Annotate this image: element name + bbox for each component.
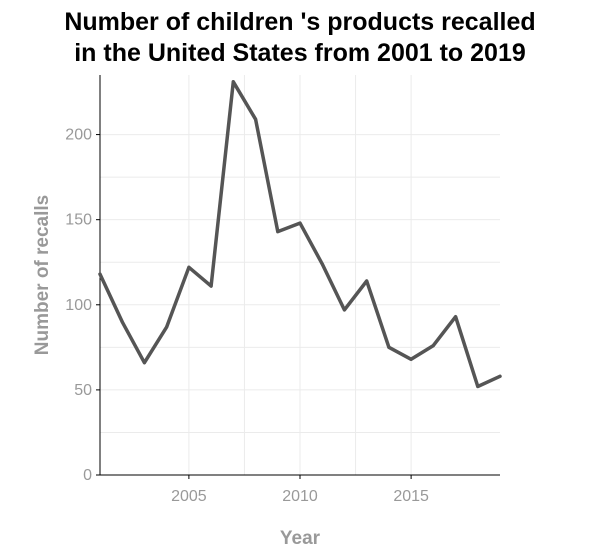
x-tick-label: 2010 xyxy=(282,488,318,505)
data-point xyxy=(431,344,435,348)
data-point xyxy=(165,325,169,329)
axes xyxy=(96,75,500,479)
y-tick-label: 100 xyxy=(65,297,92,314)
data-point xyxy=(98,272,102,276)
x-axis-label: Year xyxy=(280,528,321,549)
y-tick-label: 200 xyxy=(65,127,92,144)
data-point xyxy=(342,308,346,312)
data-point xyxy=(365,279,369,283)
tick-labels: 0 50 100 150 200 2005 2010 2015 xyxy=(65,127,429,505)
y-axis-label: Number of recalls xyxy=(32,195,53,356)
x-tick-label: 2005 xyxy=(171,488,207,505)
y-tick-label: 0 xyxy=(83,467,92,484)
data-point xyxy=(454,315,458,319)
data-point xyxy=(231,80,235,84)
data-point xyxy=(387,345,391,349)
data-point xyxy=(254,117,258,121)
data-point xyxy=(276,230,280,234)
data-point xyxy=(209,284,213,288)
grid xyxy=(100,75,500,476)
series xyxy=(98,80,502,389)
y-tick-label: 150 xyxy=(65,212,92,229)
data-point xyxy=(187,265,191,269)
data-point xyxy=(120,320,124,324)
chart-title-line-2: in the United States from 2001 to 2019 xyxy=(74,39,526,67)
data-point xyxy=(142,361,146,365)
data-point xyxy=(476,384,480,388)
data-point xyxy=(409,357,413,361)
data-point xyxy=(498,374,502,378)
y-tick-label: 50 xyxy=(74,382,92,399)
x-tick-label: 2015 xyxy=(393,488,429,505)
data-point xyxy=(320,262,324,266)
chart-title-line-1: Number of children 's products recalled xyxy=(64,8,535,36)
data-point xyxy=(298,221,302,225)
